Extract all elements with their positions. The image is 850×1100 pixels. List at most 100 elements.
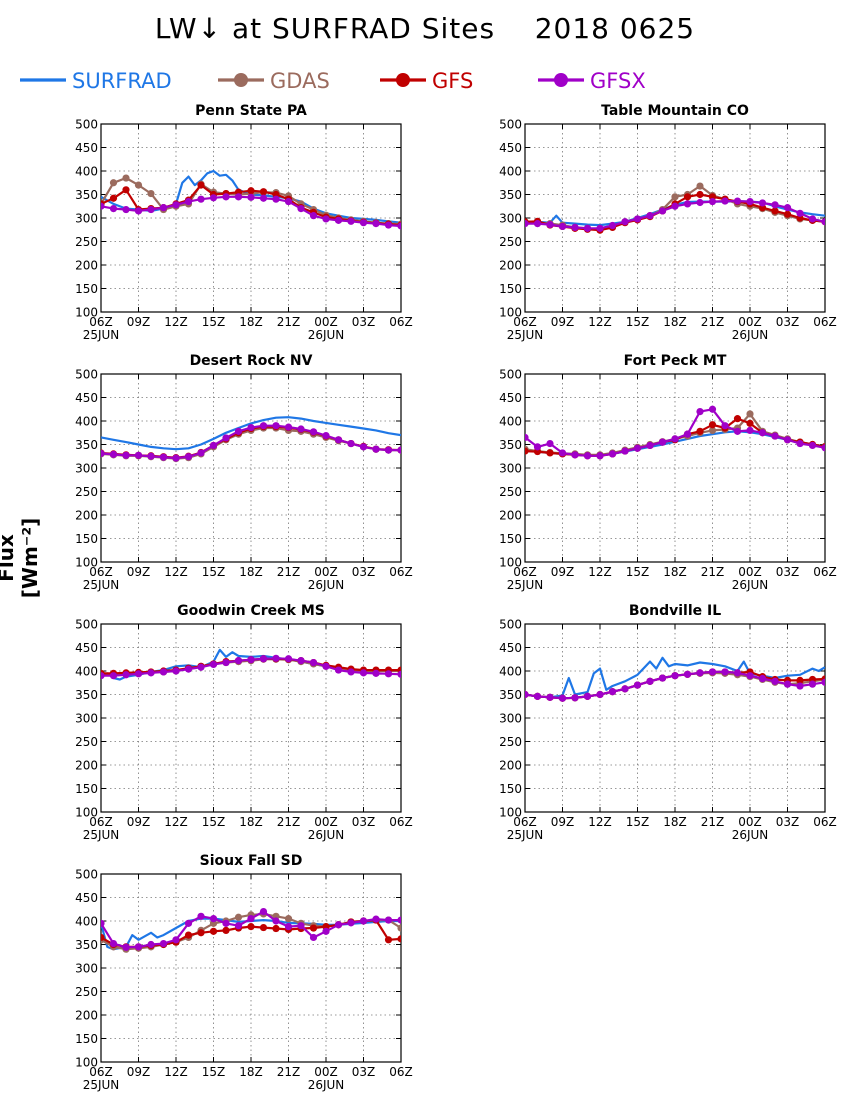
data-point-gfsx — [209, 915, 218, 923]
x-tick-label: 12Z — [164, 1065, 188, 1079]
x-tick-label: 12Z — [588, 315, 612, 329]
data-point-gfsx — [347, 439, 355, 448]
y-tick-label: 200 — [75, 759, 98, 773]
y-tick-label: 400 — [75, 915, 98, 929]
data-point-gfsx — [397, 222, 401, 230]
data-point-gfsx — [733, 197, 742, 205]
data-point-gfs — [247, 923, 255, 931]
data-point-gfsx — [633, 681, 642, 689]
data-point-gdas — [696, 182, 704, 190]
legend-item-gdas: GDAS — [218, 69, 330, 93]
data-point-gfsx — [546, 220, 554, 229]
data-point-gfs — [796, 676, 804, 685]
data-point-gdas — [134, 181, 143, 189]
x-date-label: 25JUN — [507, 828, 544, 842]
x-tick-label: 18Z — [239, 815, 263, 829]
y-tick-label: 150 — [75, 532, 98, 546]
data-point-gfsx — [334, 216, 343, 224]
x-date-label: 26JUN — [732, 828, 769, 842]
data-point-gfsx — [621, 685, 629, 693]
x-tick-label: 18Z — [239, 315, 263, 329]
legend-marker-gdas — [234, 73, 248, 87]
x-tick-label: 12Z — [164, 565, 188, 579]
data-point-gfsx — [621, 447, 629, 455]
data-point-gfs — [197, 929, 205, 937]
y-tick-label: 300 — [499, 712, 522, 726]
data-point-gfsx — [309, 658, 318, 667]
y-tick-label: 350 — [499, 438, 522, 452]
data-point-gfsx — [272, 195, 280, 203]
data-point-gfsx — [758, 199, 767, 207]
data-point-gfsx — [671, 202, 679, 210]
data-point-gfsx — [134, 943, 143, 951]
x-tick-label: 09Z — [551, 565, 575, 579]
data-point-gfsx — [546, 439, 554, 448]
x-tick-label: 06Z — [389, 1065, 413, 1079]
x-date-label: 25JUN — [507, 578, 544, 592]
data-point-gfsx — [209, 660, 218, 669]
data-point-gfsx — [234, 427, 243, 435]
legend-label-surfrad: SURFRAD — [72, 69, 172, 93]
data-point-gfsx — [184, 453, 193, 461]
data-point-gdas — [122, 174, 130, 182]
y-tick-label: 100 — [499, 556, 522, 570]
data-point-gfsx — [159, 668, 168, 676]
data-point-gfsx — [372, 669, 380, 677]
x-tick-label: 12Z — [588, 565, 612, 579]
data-point-gfsx — [197, 912, 205, 920]
data-point-gfsx — [234, 193, 243, 201]
panel-desert-rock-nv: Desert Rock NV 100 150 200 250 300 350 400 450 50… — [75, 353, 413, 592]
data-point-gfsx — [109, 672, 118, 680]
plot-area — [101, 416, 401, 463]
data-point-gfsx — [783, 436, 792, 444]
data-point-gfsx — [334, 921, 343, 929]
data-point-gfsx — [101, 919, 105, 927]
data-point-gfsx — [184, 919, 193, 927]
data-point-gfsx — [525, 433, 529, 442]
y-tick-label: 250 — [75, 235, 98, 249]
data-point-gfsx — [234, 657, 243, 665]
data-point-gfs — [696, 190, 704, 199]
x-tick-label: 06Z — [813, 565, 837, 579]
data-point-gfsx — [821, 218, 825, 226]
x-tick-label: 09Z — [127, 815, 151, 829]
data-point-gfsx — [222, 434, 230, 442]
data-point-gfsx — [284, 655, 293, 663]
data-point-gdas — [708, 426, 717, 434]
y-tick-label: 250 — [75, 735, 98, 749]
y-tick-label: 400 — [499, 165, 522, 179]
panel-sioux-fall-sd: Sioux Fall SD 100 150 200 250 300 350 400 450 500… — [75, 853, 413, 1092]
y-tick-label: 400 — [75, 415, 98, 429]
x-tick-label: 03Z — [352, 565, 376, 579]
data-point-gfsx — [147, 940, 155, 949]
y-tick-label: 350 — [499, 188, 522, 202]
data-point-gfsx — [783, 680, 792, 688]
data-point-gfsx — [101, 672, 105, 680]
y-tick-label: 500 — [75, 368, 98, 382]
data-point-gfsx — [272, 917, 280, 925]
data-point-gfsx — [122, 671, 130, 679]
y-tick-label: 250 — [499, 235, 522, 249]
data-point-gfsx — [197, 449, 205, 457]
y-tick-label: 400 — [75, 665, 98, 679]
y-tick-label: 250 — [75, 985, 98, 999]
y-tick-label: 450 — [499, 391, 522, 405]
y-tick-label: 200 — [499, 759, 522, 773]
data-point-gfsx — [159, 939, 168, 948]
data-point-gfsx — [721, 422, 729, 430]
data-point-gfs — [783, 210, 792, 218]
x-tick-label: 06Z — [389, 815, 413, 829]
data-point-gfsx — [733, 427, 742, 435]
x-tick-label: 21Z — [277, 565, 301, 579]
data-point-gfsx — [646, 212, 654, 220]
y-tick-label: 100 — [499, 306, 522, 320]
data-point-gfsx — [384, 916, 393, 924]
legend-label-gfs: GFS — [432, 69, 473, 93]
data-point-gfsx — [533, 443, 542, 451]
plot-area — [525, 182, 825, 234]
x-tick-label: 21Z — [701, 315, 725, 329]
y-tick-label: 350 — [75, 688, 98, 702]
data-point-gfsx — [259, 194, 268, 202]
data-point-gfsx — [808, 215, 817, 223]
